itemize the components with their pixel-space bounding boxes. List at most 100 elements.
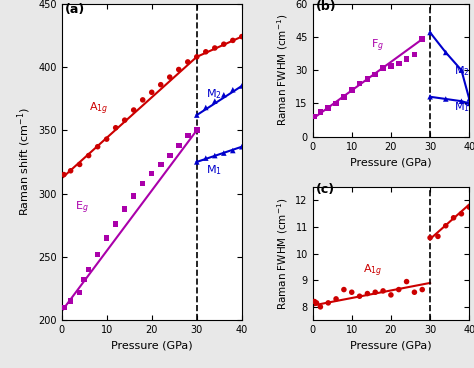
Point	[229, 38, 237, 43]
Point	[372, 72, 379, 78]
Point	[130, 107, 137, 113]
Point	[332, 100, 340, 106]
Point	[465, 100, 473, 106]
Point	[410, 52, 418, 58]
Point	[157, 82, 164, 88]
Point	[457, 67, 465, 73]
Point	[157, 162, 164, 167]
Point	[166, 74, 173, 80]
Point	[229, 148, 237, 153]
Point	[121, 117, 128, 123]
Point	[76, 162, 83, 167]
Point	[211, 45, 219, 51]
Point	[395, 287, 402, 293]
Text: F$_g$: F$_g$	[371, 38, 384, 54]
Point	[465, 204, 473, 210]
Y-axis label: Raman FWHM (cm$^{-1}$): Raman FWHM (cm$^{-1}$)	[275, 198, 290, 310]
Point	[387, 292, 395, 298]
Point	[426, 94, 434, 100]
Point	[311, 298, 319, 304]
Point	[60, 305, 68, 311]
Point	[112, 221, 119, 227]
Point	[81, 277, 88, 283]
Point	[403, 56, 410, 62]
Point	[442, 49, 449, 55]
Point	[229, 87, 237, 93]
Point	[166, 153, 173, 159]
Point	[340, 94, 348, 100]
Point	[184, 59, 191, 65]
Point	[317, 304, 324, 310]
Point	[324, 105, 332, 111]
Point	[139, 180, 146, 186]
Point	[403, 279, 410, 284]
Point	[202, 49, 210, 55]
Point	[130, 193, 137, 199]
Point	[67, 298, 74, 304]
Text: A$_{1g}$: A$_{1g}$	[364, 263, 383, 279]
Point	[148, 170, 155, 176]
Point	[419, 287, 426, 293]
Point	[85, 266, 92, 272]
Point	[410, 289, 418, 295]
Point	[317, 109, 324, 115]
Point	[60, 171, 68, 177]
Point	[442, 223, 449, 229]
Point	[103, 235, 110, 241]
Point	[121, 206, 128, 212]
Text: A$_{1g}$: A$_{1g}$	[89, 101, 108, 117]
Point	[211, 153, 219, 159]
Text: (b): (b)	[316, 0, 337, 13]
Point	[238, 33, 246, 39]
Text: (c): (c)	[316, 183, 335, 195]
Point	[184, 132, 191, 138]
Text: M$_2$: M$_2$	[206, 87, 222, 101]
Point	[387, 63, 395, 69]
X-axis label: Pressure (GPa): Pressure (GPa)	[350, 157, 432, 167]
Point	[148, 89, 155, 95]
Point	[340, 287, 348, 293]
Point	[364, 291, 371, 297]
Point	[356, 293, 364, 299]
Text: M$_2$: M$_2$	[454, 65, 469, 78]
Point	[426, 29, 434, 35]
Point	[202, 105, 210, 110]
Point	[379, 65, 387, 71]
Point	[457, 98, 465, 104]
Point	[220, 41, 228, 47]
Point	[139, 97, 146, 103]
Point	[465, 96, 473, 102]
Point	[434, 233, 442, 239]
Point	[379, 288, 387, 294]
Point	[348, 289, 356, 295]
Point	[103, 136, 110, 142]
Point	[94, 251, 101, 257]
Point	[372, 289, 379, 295]
Point	[202, 155, 210, 161]
Point	[450, 215, 457, 221]
Point	[457, 211, 465, 217]
Point	[238, 83, 246, 89]
Text: (a): (a)	[65, 3, 85, 15]
X-axis label: Pressure (GPa): Pressure (GPa)	[350, 340, 432, 351]
Point	[211, 98, 219, 104]
Point	[238, 144, 246, 150]
Point	[76, 289, 83, 295]
Point	[193, 112, 201, 118]
Point	[67, 168, 74, 174]
Point	[175, 142, 182, 148]
Y-axis label: Raman FWHM (cm$^{-1}$): Raman FWHM (cm$^{-1}$)	[275, 14, 290, 126]
Point	[85, 153, 92, 159]
Point	[193, 54, 201, 60]
Point	[442, 96, 449, 102]
Point	[364, 76, 371, 82]
Point	[348, 87, 356, 93]
Text: M$_1$: M$_1$	[454, 100, 470, 114]
Point	[94, 144, 101, 150]
Point	[193, 159, 201, 165]
Point	[175, 67, 182, 72]
Point	[395, 61, 402, 67]
Text: M$_1$: M$_1$	[206, 163, 222, 177]
Point	[311, 114, 319, 120]
Y-axis label: Raman shift (cm$^{-1}$): Raman shift (cm$^{-1}$)	[15, 107, 33, 216]
